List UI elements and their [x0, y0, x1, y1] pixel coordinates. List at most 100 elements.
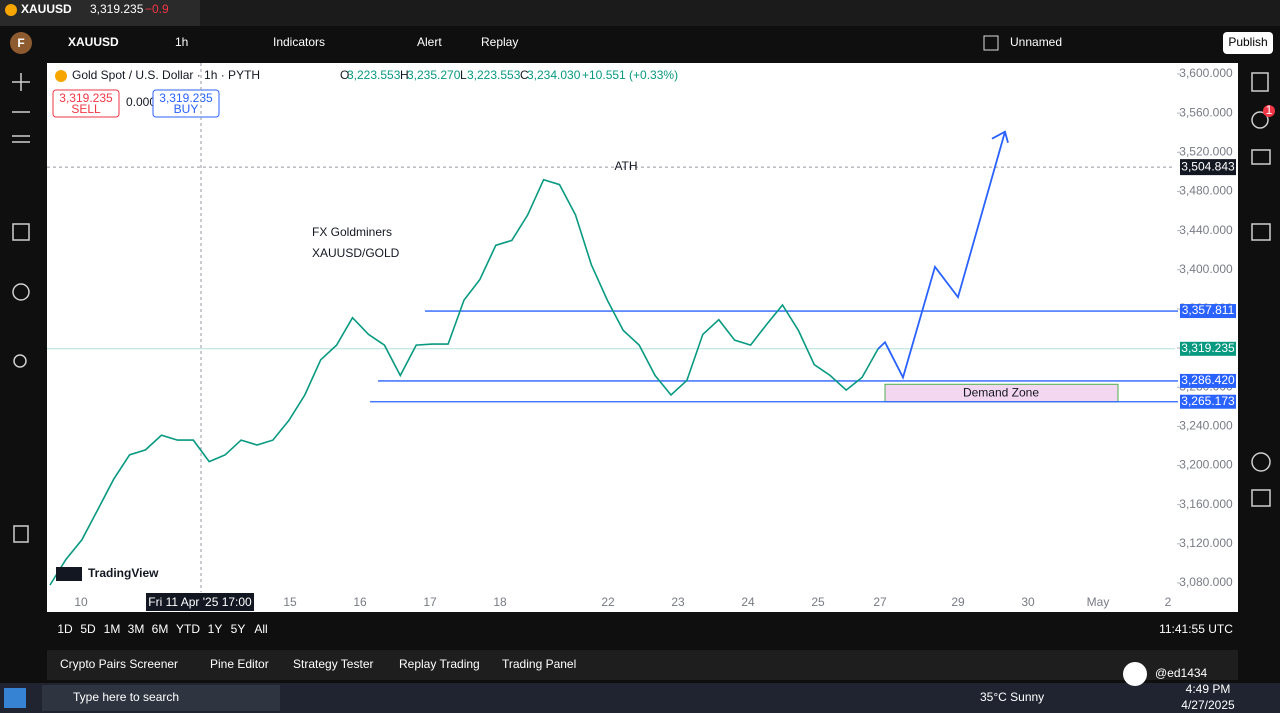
y-tick-label: 3,480.000 [1179, 184, 1233, 198]
chart-area [47, 63, 1238, 612]
y-tick-label: 3,520.000 [1179, 144, 1233, 158]
layout-icon [983, 35, 999, 51]
badge-count: 1 [1266, 103, 1273, 117]
legend-change: +10.551 (+0.33%) [582, 68, 678, 82]
range-button[interactable]: 5Y [231, 622, 246, 636]
panel-tab[interactable]: Strategy Tester [293, 657, 373, 671]
ohlc-value: 3,223.553 [347, 68, 401, 82]
overlay-handle: @ed1434 [1155, 666, 1208, 680]
tool-emoji[interactable] [12, 283, 30, 301]
publish-button[interactable] [1223, 32, 1273, 54]
ohlc-value: 3,235.270 [407, 68, 461, 82]
demand-zone-label: Demand Zone [963, 385, 1039, 399]
last-price-box [1180, 341, 1236, 356]
projection-arrowhead [991, 130, 1009, 143]
level-box [1180, 373, 1236, 388]
projection-line [877, 131, 1006, 380]
watermark-logo [56, 567, 82, 581]
tab-icon [5, 4, 17, 16]
badge [1263, 105, 1275, 117]
x-tick-label: 30 [1021, 595, 1035, 609]
x-tick-label: 25 [811, 595, 825, 609]
y-tick-label: 3,600.000 [1179, 66, 1233, 80]
level-label: 3,286.420 [1181, 373, 1235, 387]
fb-icon [1123, 662, 1147, 686]
crosshair-price: 3,504.843 [1181, 159, 1235, 173]
tool-rect[interactable] [12, 223, 30, 241]
range-button[interactable]: 6M [152, 622, 169, 636]
tab-price: 3,319.235 [90, 2, 144, 16]
tab[interactable] [0, 0, 200, 26]
tool-calendar[interactable] [1251, 489, 1271, 507]
left-tools [12, 73, 30, 543]
ohlc-key: O [340, 68, 349, 82]
range-button[interactable]: 3M [128, 622, 145, 636]
x-tick-label: 23 [671, 595, 685, 609]
level-box [1180, 394, 1236, 409]
y-tick-label: 3,240.000 [1179, 419, 1233, 433]
y-tick-label: 3,560.000 [1179, 105, 1233, 119]
watermark: TradingView [88, 566, 159, 580]
panel-bar [47, 650, 1238, 680]
tool-alerts[interactable] [1251, 111, 1269, 129]
x-tick-label: 15 [283, 595, 297, 609]
buy-button[interactable] [152, 89, 220, 118]
tool-trash[interactable] [13, 525, 29, 543]
annotation: ATH [614, 159, 637, 173]
annotation: XAUUSD/GOLD [312, 246, 400, 260]
tool-zoom[interactable] [13, 354, 27, 368]
crosshair-time-box [146, 593, 254, 611]
range-button[interactable]: YTD [176, 622, 200, 636]
panel-tab[interactable]: Trading Panel [502, 657, 576, 671]
replay: Replay [481, 35, 518, 49]
x-tick-label: 10 [74, 595, 88, 609]
search-box[interactable] [42, 685, 280, 711]
last-price-label: 3,319.235 [1181, 341, 1235, 355]
symbol-search: XAUUSD [68, 35, 119, 49]
ohlc-value: 3,223.553 [467, 68, 521, 82]
range-button[interactable]: 1Y [208, 622, 223, 636]
x-tick-label: 2 [1165, 595, 1172, 609]
publish: Publish [1228, 35, 1267, 49]
x-tick-label: 24 [741, 595, 755, 609]
buy-label: BUY [174, 102, 199, 116]
symbol-icon [55, 70, 67, 82]
top-toolbar [0, 27, 1280, 60]
ohlc-value: 3,234.030 [527, 68, 581, 82]
x-tick-label: 17 [423, 595, 437, 609]
range-button[interactable]: All [254, 622, 267, 636]
y-tick-label: 3,080.000 [1179, 575, 1233, 589]
spread: 0.000 [126, 95, 156, 109]
sell-price: 3,319.235 [59, 91, 113, 105]
tool-chat[interactable] [1251, 223, 1271, 241]
y-tick-label: 3,440.000 [1179, 223, 1233, 237]
level-box [1180, 304, 1236, 319]
tool-news[interactable] [1251, 149, 1271, 165]
start-button[interactable] [4, 688, 26, 708]
sell-label: SELL [71, 102, 101, 116]
y-tick-label: 3,160.000 [1179, 497, 1233, 511]
weather: 35°C Sunny [980, 690, 1044, 704]
layout-name: Unnamed [1010, 35, 1062, 49]
range-button[interactable]: 1D [57, 622, 73, 636]
level-label: 3,265.173 [1181, 394, 1235, 408]
time: 4:49 PM [1186, 682, 1231, 696]
range-button[interactable]: 5D [80, 622, 96, 636]
tool-watchlist[interactable] [1251, 72, 1269, 92]
range-button[interactable]: 1M [104, 622, 121, 636]
range-bar [47, 615, 1238, 645]
sell-button[interactable] [52, 89, 120, 118]
avatar-letter: F [17, 36, 24, 50]
x-tick-label: 16 [353, 595, 367, 609]
right-tools [1251, 72, 1271, 507]
panel-tab[interactable]: Replay Trading [399, 657, 480, 671]
panel-tab[interactable]: Pine Editor [210, 657, 269, 671]
x-tick-label: 27 [873, 595, 887, 609]
tool-ideas[interactable] [1251, 452, 1271, 472]
y-tick-label: 3,120.000 [1179, 536, 1233, 550]
crosshair-time: Fri 11 Apr '25 17:00 [148, 595, 252, 609]
tab-bar [0, 0, 1280, 26]
panel-tab[interactable]: Crypto Pairs Screener [60, 657, 178, 671]
avatar[interactable] [10, 32, 32, 54]
